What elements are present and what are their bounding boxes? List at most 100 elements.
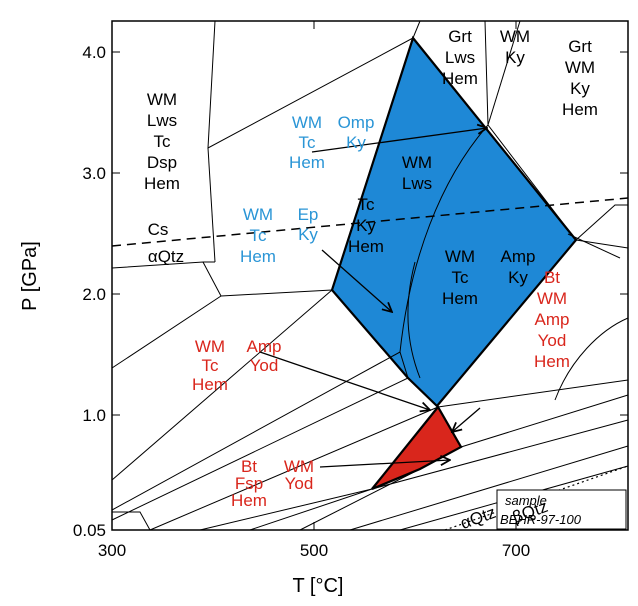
blue-field — [332, 38, 576, 406]
field-label-line: Hem — [442, 69, 478, 88]
field-label-f1: WM Lws Tc Dsp Hem — [144, 90, 180, 193]
field-label-line: WM — [147, 90, 177, 109]
field-label-f6: Grt WM Ky Hem — [562, 37, 598, 119]
field-label-line: WM — [243, 205, 273, 224]
boundary-line — [111, 377, 409, 521]
field-label-line: Grt — [448, 27, 472, 46]
field-label-line: Hem — [534, 352, 570, 371]
field-label-line: Lws — [147, 111, 177, 130]
field-label-line: Hem — [240, 247, 276, 266]
boundary-line — [299, 468, 421, 531]
field-label-line: Ky — [346, 133, 366, 152]
field-label-line: Lws — [445, 48, 475, 67]
field-label-line: WM — [565, 58, 595, 77]
arrow-red-hem — [452, 407, 481, 432]
sample-label: sample — [505, 493, 547, 508]
field-label-line: Hem — [348, 237, 384, 256]
field-label-line: Cs — [148, 220, 169, 239]
x-tick-label: 300 — [98, 541, 126, 560]
boundary-line — [111, 261, 222, 369]
field-label-line: Tc — [154, 132, 172, 151]
boundary-line — [407, 261, 421, 379]
field-label-line: Yod — [538, 331, 567, 350]
field-label-line: WM — [402, 153, 432, 172]
field-label-line: Ky — [356, 216, 376, 235]
field-label-line: Tc — [452, 268, 470, 287]
label-arrows — [259, 128, 487, 468]
field-label-line: Amp — [501, 247, 536, 266]
field-label-line: Amp — [535, 310, 570, 329]
field-boundaries — [111, 20, 629, 531]
y-tick-label: 0.05 — [73, 521, 106, 540]
boundary-line — [149, 406, 439, 531]
red-field-outline — [371, 405, 463, 491]
field-label-f9: WM Tc Hem — [240, 205, 276, 266]
sample-id: BEHR-97-100 — [500, 512, 582, 527]
field-label-line: Ky — [570, 79, 590, 98]
x-axis-label: T [°C] — [293, 575, 344, 597]
field-label-line: Ky — [298, 225, 318, 244]
field-label-f4: Grt Lws Hem — [442, 27, 478, 88]
arrow-wm-yod — [319, 460, 450, 468]
x-tick-label: 700 — [502, 541, 530, 560]
field-label-line: Yod — [285, 474, 314, 493]
field-label-line: WM — [195, 337, 225, 356]
field-label-line: Hem — [562, 100, 598, 119]
field-label-line: WM — [292, 113, 322, 132]
y-tick-label: 2.0 — [82, 285, 106, 304]
boundary-line — [554, 317, 629, 401]
boundary-line — [437, 379, 629, 408]
field-label-line: Hem — [231, 491, 267, 510]
sample-box — [496, 489, 627, 530]
coesite-quartz-boundary — [111, 197, 629, 247]
field-label-line: Hem — [192, 375, 228, 394]
field-label-line: Yod — [250, 356, 279, 375]
field-label-line: WM — [284, 457, 314, 476]
red-field — [372, 407, 461, 489]
y-tick-label: 3.0 — [82, 164, 106, 183]
boundary-line — [112, 511, 151, 531]
field-label-line: WM — [537, 289, 567, 308]
field-label-f19: WM Yod — [284, 457, 314, 493]
field-label-line: Bt — [241, 457, 257, 476]
field-label-f8: Omp Ky — [338, 113, 375, 152]
boundary-line — [111, 289, 333, 481]
field-label-f16: WM Tc Hem — [192, 337, 228, 394]
boundary-line — [199, 488, 373, 531]
field-label-f15: Bt WM Amp Yod Hem — [534, 268, 570, 371]
field-label-line: Lws — [402, 174, 432, 193]
blue-field-outline — [330, 35, 578, 408]
field-label-line: WM — [500, 27, 530, 46]
field-label-line: Bt — [544, 268, 560, 287]
field-label-line: Ep — [298, 205, 319, 224]
y-tick-label: 4.0 — [82, 43, 106, 62]
field-label-line: WM — [445, 247, 475, 266]
field-label-line: Hem — [442, 289, 478, 308]
field-label-line: Tc — [358, 195, 376, 214]
arrow-ep-ky — [321, 249, 392, 312]
arrow-amp-yod — [259, 351, 430, 410]
field-label-f7: WM Tc Hem — [289, 113, 325, 172]
field-label-f10: Ep Ky — [298, 205, 319, 244]
boundary-line — [220, 289, 333, 297]
y-axis-label: P [GPa] — [19, 241, 41, 311]
boundary-line — [487, 20, 521, 126]
field-outlines — [330, 35, 578, 491]
field-label-f2: Cs — [148, 220, 169, 239]
field-labels: WM Lws Tc Dsp Hem Cs αQtz Grt Lws Hem WM Ky Grt WM Ky H… — [144, 27, 598, 533]
field-label-line: Dsp — [147, 153, 177, 172]
field-label-line: Tc — [250, 226, 268, 245]
boundary-line — [567, 233, 621, 259]
field-label-line: αQtz — [148, 247, 184, 266]
field-label-f18: Bt Fsp Hem — [231, 457, 267, 510]
field-label-f3: αQtz — [148, 247, 184, 266]
field-label-f14: Amp Ky — [501, 247, 536, 287]
boundary-line — [349, 445, 629, 531]
field-label-f12: Tc Ky Hem — [348, 195, 384, 256]
boundary-line — [207, 20, 421, 149]
field-label-line: Fsp — [235, 474, 263, 493]
field-label-f17: Amp Yod — [247, 337, 282, 375]
field-label-line: Ky — [505, 48, 525, 67]
